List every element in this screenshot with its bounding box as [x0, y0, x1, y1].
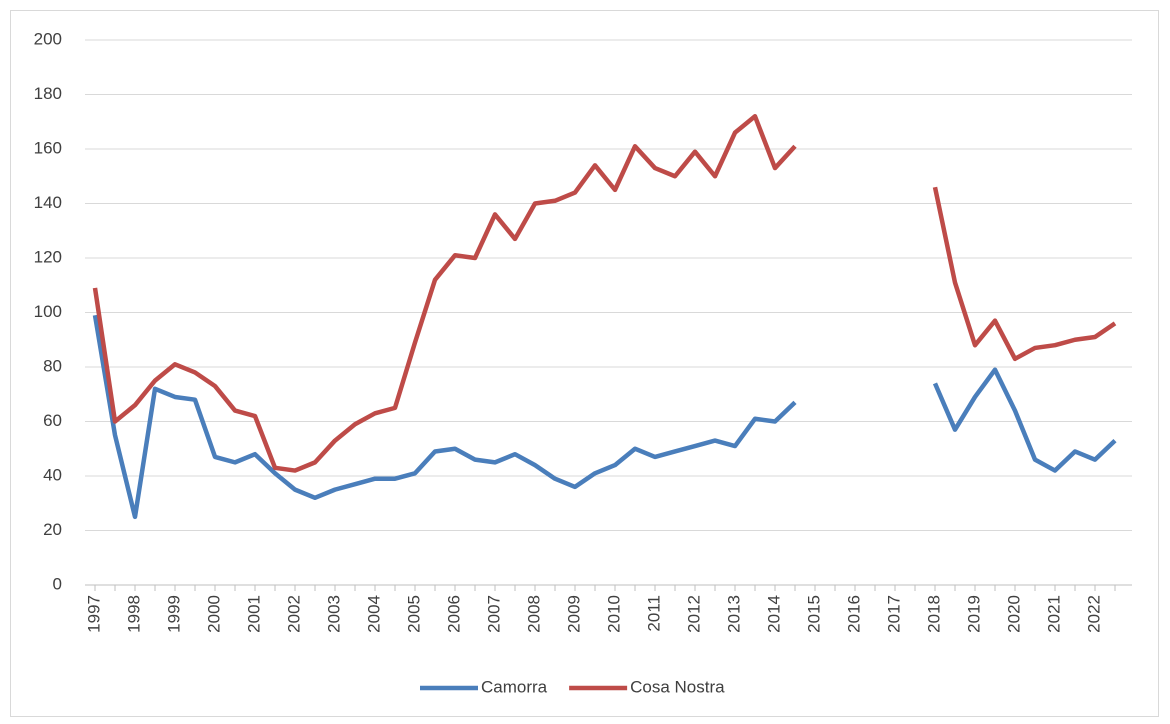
x-tick-label: 2018 — [924, 595, 943, 633]
x-tick-label: 2008 — [524, 595, 543, 633]
x-tick-label: 2020 — [1004, 595, 1023, 633]
y-tick-label: 160 — [34, 138, 62, 157]
line-series — [92, 314, 1117, 520]
x-tick-label: 2001 — [244, 595, 263, 633]
y-tick-label: 120 — [34, 247, 62, 266]
y-tick-label: 40 — [43, 465, 62, 484]
x-tick-label: 2003 — [324, 595, 343, 633]
y-tick-label: 100 — [34, 302, 62, 321]
x-tick-label: 2021 — [1044, 595, 1063, 633]
x-tick-label: 2015 — [804, 595, 823, 633]
y-tick-label: 140 — [34, 193, 62, 212]
x-tick-label: 2005 — [404, 595, 423, 633]
x-tick-label: 2019 — [964, 595, 983, 633]
x-tick-label: 2007 — [484, 595, 503, 633]
y-tick-label: 0 — [53, 574, 62, 593]
x-tick-label: 1998 — [124, 595, 143, 633]
x-tick-label: 2013 — [724, 595, 743, 633]
x-tick-label: 1999 — [164, 595, 183, 633]
x-tick-label: 1997 — [84, 595, 103, 633]
line-series — [92, 114, 1117, 473]
y-tick-label: 80 — [43, 356, 62, 375]
x-tick-label: 2009 — [564, 595, 583, 633]
x-tick-label: 2010 — [604, 595, 623, 633]
x-tick-label: 2022 — [1084, 595, 1103, 633]
y-tick-label: 20 — [43, 520, 62, 539]
x-tick-label: 2011 — [644, 595, 663, 632]
x-tick-label: 2002 — [284, 595, 303, 633]
legend-label: Cosa Nostra — [630, 677, 725, 696]
legend-label: Camorra — [481, 677, 548, 696]
x-tick-label: 2004 — [364, 595, 383, 633]
x-tick-label: 2012 — [684, 595, 703, 633]
x-tick-label: 2017 — [884, 595, 903, 633]
y-tick-label: 180 — [34, 84, 62, 103]
x-tick-label: 2006 — [444, 595, 463, 633]
chart-frame — [10, 10, 1159, 717]
x-tick-label: 2000 — [204, 595, 223, 633]
x-tick-label: 2014 — [764, 595, 783, 633]
y-tick-label: 60 — [43, 411, 62, 430]
y-tick-label: 200 — [34, 29, 62, 48]
x-tick-label: 2016 — [844, 595, 863, 633]
